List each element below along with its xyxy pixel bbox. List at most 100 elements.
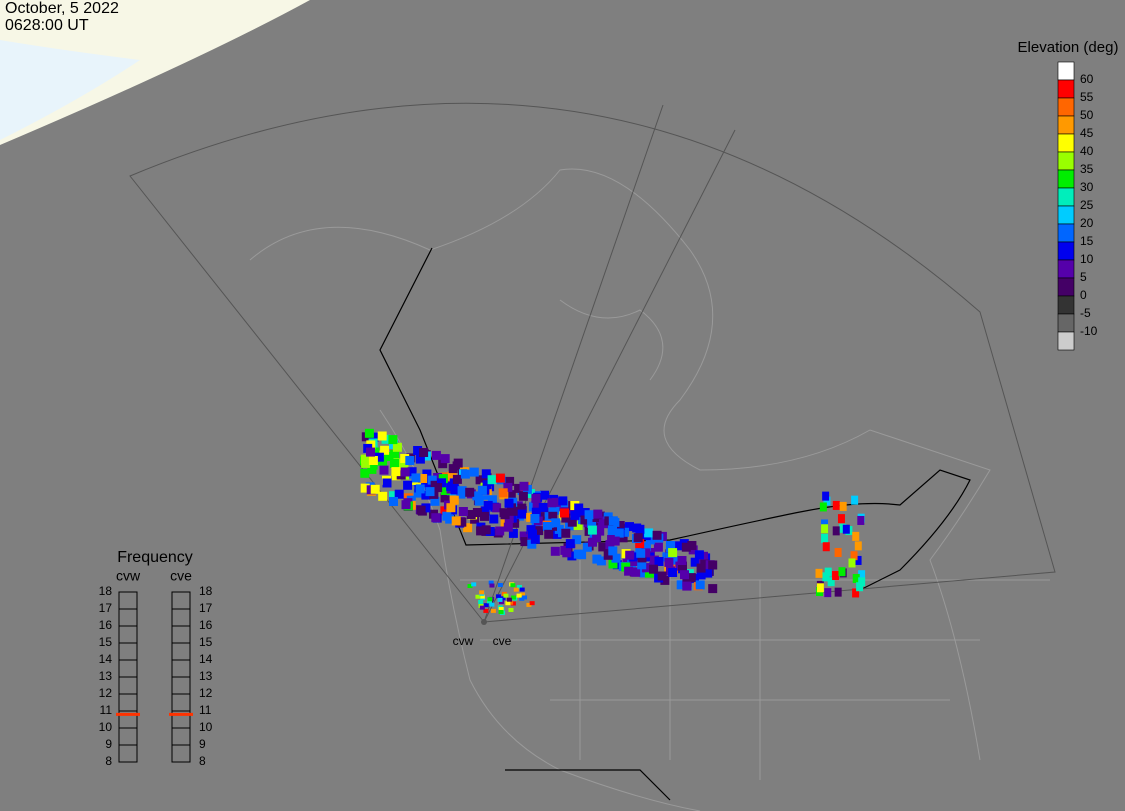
cell xyxy=(838,567,846,577)
cell xyxy=(476,526,486,536)
cell xyxy=(400,467,410,477)
cell xyxy=(480,506,490,516)
cell xyxy=(824,567,832,577)
cell xyxy=(703,568,713,578)
cell xyxy=(388,435,398,445)
cell xyxy=(681,542,691,552)
cell xyxy=(390,459,399,468)
cell xyxy=(481,469,491,479)
cell xyxy=(379,465,389,475)
cell xyxy=(680,570,689,580)
cell xyxy=(620,527,629,537)
cell xyxy=(639,568,649,578)
backscatter-cells xyxy=(360,428,866,615)
cell xyxy=(822,491,830,501)
cell xyxy=(479,590,485,595)
cell xyxy=(451,516,461,526)
cell xyxy=(457,517,467,527)
legend-tick-label: 45 xyxy=(1080,126,1094,140)
cell xyxy=(519,481,529,491)
cell xyxy=(466,510,476,519)
cell xyxy=(489,583,495,588)
cell xyxy=(687,541,697,550)
cell xyxy=(560,508,569,518)
cell xyxy=(391,467,401,477)
cell xyxy=(577,508,587,518)
cell xyxy=(517,503,527,513)
frequency-tick-label: 11 xyxy=(100,703,113,717)
cell xyxy=(695,580,705,590)
cell xyxy=(504,498,514,508)
cell xyxy=(608,516,618,526)
legend-swatch xyxy=(1057,115,1075,135)
cell xyxy=(492,503,502,513)
cell xyxy=(821,519,829,529)
cell xyxy=(857,515,865,525)
cell xyxy=(822,572,830,582)
daylight-region xyxy=(0,0,310,145)
cell xyxy=(543,522,552,531)
cell xyxy=(405,456,415,465)
frequency-tick-label: 10 xyxy=(99,720,113,734)
cell xyxy=(503,593,509,598)
cell xyxy=(854,541,862,551)
cell xyxy=(530,514,540,523)
cell xyxy=(574,503,584,513)
cell xyxy=(495,473,505,483)
cell xyxy=(549,505,559,515)
cell xyxy=(599,519,608,529)
cell xyxy=(527,539,537,549)
cell xyxy=(440,486,450,495)
cell xyxy=(415,454,425,464)
cell xyxy=(851,495,859,505)
cell xyxy=(548,511,558,521)
cell xyxy=(678,561,687,571)
cell xyxy=(615,521,625,530)
cell xyxy=(497,583,503,588)
frequency-tick-label: 10 xyxy=(199,720,213,734)
cell xyxy=(605,540,615,550)
cell xyxy=(637,553,647,563)
cell xyxy=(390,449,400,459)
cell xyxy=(514,483,524,493)
cell xyxy=(368,460,378,470)
cell xyxy=(834,587,842,597)
cell xyxy=(448,464,458,474)
cell xyxy=(580,515,590,525)
cell xyxy=(425,487,435,497)
cell xyxy=(364,428,374,438)
cell xyxy=(508,607,514,612)
cell xyxy=(837,514,845,524)
legend-swatch xyxy=(1057,331,1075,351)
frequency-tick-label: 12 xyxy=(199,686,213,700)
cell xyxy=(686,573,696,583)
cell xyxy=(446,503,456,513)
cell xyxy=(657,571,667,581)
cell xyxy=(649,564,658,574)
cell xyxy=(505,476,515,486)
cell xyxy=(854,555,862,565)
cell xyxy=(472,508,482,517)
cell xyxy=(708,560,718,570)
cell xyxy=(538,502,548,512)
cell xyxy=(633,533,643,543)
legend-swatch xyxy=(1057,169,1075,189)
cell xyxy=(858,570,866,580)
cell xyxy=(608,523,617,533)
legend-tick-label: 15 xyxy=(1080,234,1094,248)
cell xyxy=(587,525,597,535)
frequency-tick-label: 18 xyxy=(199,584,213,598)
cell xyxy=(460,469,470,479)
cell xyxy=(852,573,860,583)
cell xyxy=(474,496,484,506)
cell xyxy=(610,536,620,546)
cell xyxy=(440,506,450,516)
cell xyxy=(431,513,441,523)
cell xyxy=(421,503,431,513)
legend-tick-label: 60 xyxy=(1080,72,1094,86)
cell xyxy=(489,602,495,607)
cell xyxy=(487,475,497,485)
cell xyxy=(430,496,440,506)
cell xyxy=(821,533,829,543)
